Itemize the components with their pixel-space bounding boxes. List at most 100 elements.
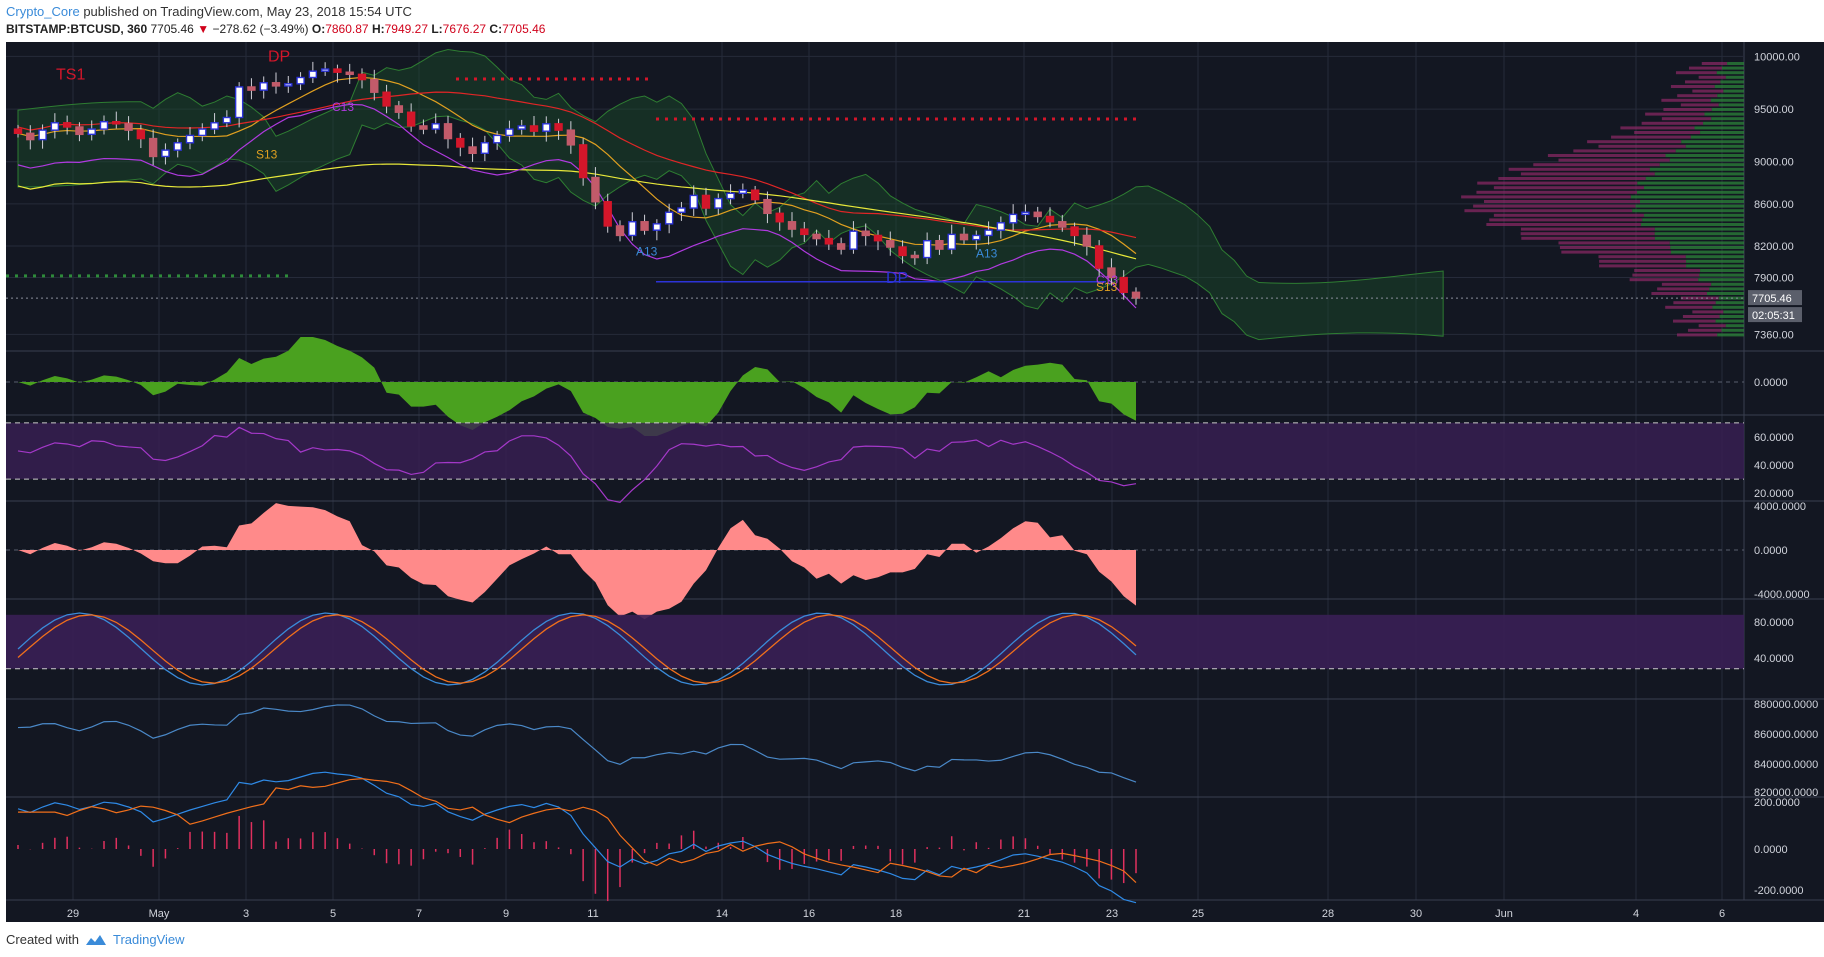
candle-body [1119, 276, 1128, 293]
created-with-text: Created with [6, 932, 79, 947]
resistance-dot [710, 117, 713, 121]
volume-profile-bar-buy [1715, 319, 1744, 323]
volume-profile-bar-sell [1692, 310, 1724, 314]
volume-profile-bar-sell [1559, 246, 1671, 249]
support-dot [159, 274, 162, 278]
volume-profile-bar-buy [1700, 269, 1744, 272]
candle-body [62, 122, 72, 128]
volume-profile-bar-buy [1654, 236, 1744, 240]
candle-body [284, 83, 293, 87]
volume-profile-bar-sell [1698, 324, 1726, 328]
volume-profile-bar-buy [1643, 186, 1744, 190]
price-tick-label: 9000.00 [1754, 157, 1794, 169]
macd-signal-line [18, 777, 1137, 883]
resistance-dot [764, 117, 767, 121]
rsi-tick-label: 40.0000 [1754, 460, 1794, 472]
volume-profile-bar-buy [1711, 282, 1744, 286]
volume-profile-bar-sell [1673, 319, 1716, 323]
resistance-dot [692, 117, 695, 121]
support-dot [96, 274, 99, 278]
volume-profile-bar-sell [1508, 167, 1650, 171]
author-link[interactable]: Crypto_Core [6, 4, 80, 19]
open-value: 7860.87 [325, 22, 369, 36]
candle-body [603, 201, 612, 227]
ao-tick-label: 0.0000 [1754, 377, 1788, 389]
volume-profile-bar-buy [1654, 232, 1744, 236]
volume-profile-bar-buy [1643, 213, 1744, 217]
volume-profile-bar-sell [1493, 213, 1644, 217]
volume-profile-bar-buy [1685, 144, 1744, 148]
candle-body [1021, 211, 1030, 216]
candle-body [394, 105, 404, 113]
candle-body [738, 189, 748, 195]
ao-histogram [18, 337, 1136, 436]
volume-profile-bar-buy [1721, 66, 1744, 70]
support-dot [186, 274, 189, 278]
time-tick-label: Jun [1495, 908, 1513, 920]
time-tick-label: 28 [1322, 908, 1334, 920]
chart-svg[interactable]: 10000.00 9500.00 9000.00 8600.00 8200.00 7900… [6, 42, 1824, 922]
candle-body [259, 82, 268, 91]
volume-profile-bar-sell [1641, 121, 1704, 125]
volume-profile-bar-sell [1670, 85, 1715, 88]
tradingview-link[interactable]: TradingView [112, 932, 185, 947]
volume-profile-bar-buy [1654, 227, 1744, 231]
obv-tick-label: 840000.0000 [1754, 759, 1818, 771]
candle-body [1107, 267, 1116, 279]
candle-body [308, 70, 318, 79]
volume-profile-bar-sell [1673, 301, 1716, 305]
volume-profile-bar-buy [1715, 301, 1744, 305]
time-tick-label: 29 [67, 908, 79, 920]
resistance-dot [962, 117, 965, 121]
candle-body [38, 129, 47, 141]
resistance-dot [656, 117, 659, 121]
stoch-tick-label: 80.0000 [1754, 617, 1794, 629]
volume-profile-bar-buy [1725, 324, 1744, 328]
cci-tick-label: -4000.0000 [1754, 589, 1810, 601]
volume-profile-bar-buy [1716, 71, 1744, 75]
candle-body [136, 129, 146, 140]
resistance-dot [944, 117, 947, 121]
obv-line [17, 704, 1137, 783]
candle-body [824, 237, 834, 245]
volume-profile-bar-sell [1587, 140, 1682, 144]
resistance-dot [746, 117, 749, 121]
candle-body [984, 229, 993, 237]
low-label: L: [431, 22, 443, 36]
support-dot [150, 274, 153, 278]
candle-body [886, 239, 895, 248]
candle-body [198, 128, 207, 137]
last-price-tag-label: 7705.46 [1752, 293, 1792, 305]
chart-area[interactable]: 10000.00 9500.00 9000.00 8600.00 8200.00 7900… [6, 42, 1824, 922]
resistance-dot [773, 117, 776, 121]
resistance-dot [890, 117, 893, 121]
volume-profile-bar-sell [1521, 236, 1655, 240]
volume-profile-bar-sell [1520, 172, 1655, 176]
volume-profile-bar-sell [1520, 227, 1655, 231]
support-dot [213, 274, 216, 278]
obv-tick-label: 880000.0000 [1754, 699, 1818, 711]
candle-body [554, 123, 563, 131]
resistance-dot [791, 117, 794, 121]
volume-profile-bar-buy [1706, 292, 1744, 295]
volume-profile-bar-sell [1701, 62, 1728, 65]
volume-profile-bar-buy [1698, 278, 1744, 282]
candle-body [861, 230, 870, 237]
resistance-dot [782, 117, 785, 121]
macd-tick-label: 200.0000 [1754, 797, 1800, 809]
candle-body [406, 111, 416, 127]
volume-profile-bar-buy [1635, 204, 1744, 208]
volume-profile-bar-sell [1677, 94, 1718, 98]
candle-body [800, 228, 809, 236]
signal-annotation: C13 [1096, 273, 1118, 287]
support-dot [123, 274, 126, 278]
symbol-info-line: BITSTAMP:BTCUSD, 360 7705.46 ▼ −278.62 (… [6, 22, 545, 36]
candle-body [112, 121, 121, 125]
resistance-dot [465, 77, 468, 81]
volume-profile-bar-buy [1709, 287, 1744, 291]
time-tick-label: 11 [587, 908, 598, 920]
price-tick-label: 7360.00 [1754, 329, 1794, 341]
volume-profile-bar-buy [1649, 167, 1744, 171]
candle-body [1082, 234, 1092, 247]
ma-slow-line [17, 163, 1137, 260]
